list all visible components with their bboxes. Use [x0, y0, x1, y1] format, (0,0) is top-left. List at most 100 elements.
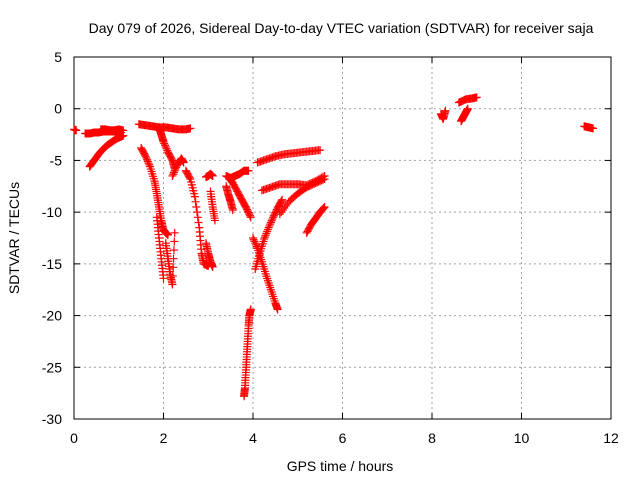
x-tick-label: 0 [70, 430, 78, 446]
data-point [194, 218, 203, 227]
data-point [249, 235, 258, 244]
data-point [463, 104, 472, 113]
data-point [250, 237, 259, 246]
data-point [162, 144, 171, 153]
data-point [264, 223, 273, 232]
data-track [152, 213, 168, 283]
data-track [134, 120, 195, 134]
data-point [246, 213, 255, 222]
data-point [193, 208, 202, 217]
data-point [168, 280, 177, 289]
y-tick-label: -5 [50, 152, 63, 168]
data-track [181, 166, 213, 270]
data-track [275, 175, 329, 219]
data-track [240, 305, 255, 401]
y-tick-label: -30 [42, 411, 62, 427]
data-point [262, 229, 271, 238]
data-marks [70, 93, 598, 401]
data-point [179, 158, 188, 167]
y-tick-label: -25 [42, 359, 62, 375]
data-point [170, 228, 179, 237]
data-point [319, 175, 328, 184]
data-point [163, 230, 172, 239]
data-track [249, 234, 282, 314]
data-point [169, 254, 178, 263]
data-point [168, 271, 177, 280]
data-point [159, 274, 168, 283]
x-tick-label: 8 [428, 430, 436, 446]
data-point [159, 137, 168, 146]
x-axis-label: GPS time / hours [287, 458, 394, 474]
data-track [206, 187, 219, 225]
data-point [170, 166, 179, 175]
data-point [249, 234, 257, 242]
data-point [472, 93, 481, 102]
data-point [145, 160, 154, 169]
data-point [273, 305, 282, 314]
x-tick-label: 10 [514, 430, 530, 446]
data-track [70, 125, 81, 135]
data-point [266, 220, 275, 229]
data-point [277, 197, 286, 206]
data-point [244, 166, 253, 175]
data-point [190, 192, 199, 201]
data-track [454, 93, 481, 107]
data-track [224, 172, 255, 222]
data-track [457, 104, 472, 126]
chart-title: Day 079 of 2026, Sidereal Day-to-day VTE… [89, 20, 594, 36]
data-point [143, 155, 152, 164]
data-point [119, 126, 128, 135]
data-point [266, 218, 275, 227]
data-point [193, 213, 202, 222]
data-point [169, 246, 178, 255]
data-point [246, 305, 255, 314]
data-point [168, 171, 177, 180]
data-point [210, 216, 219, 225]
x-tick-label: 2 [160, 430, 168, 446]
data-point [72, 126, 81, 135]
data-track [137, 144, 172, 239]
data-point [208, 171, 217, 180]
y-tick-label: 0 [54, 101, 62, 117]
data-point [260, 233, 269, 242]
data-track [168, 154, 188, 180]
x-tick-label: 12 [603, 430, 619, 446]
x-tick-label: 4 [249, 430, 257, 446]
data-point [171, 165, 180, 174]
data-track [85, 131, 128, 171]
data-point [169, 263, 178, 272]
data-point [192, 202, 201, 211]
y-tick-label: -10 [42, 204, 62, 220]
data-point [251, 239, 260, 248]
data-point [268, 215, 277, 224]
data-point [246, 211, 255, 220]
data-track [202, 169, 217, 181]
data-point [320, 202, 329, 211]
data-point [169, 170, 178, 179]
data-track [436, 106, 450, 124]
data-point [142, 154, 151, 163]
data-point [589, 124, 598, 133]
y-tick-label: -15 [42, 256, 62, 272]
data-track [251, 195, 287, 274]
data-point [186, 124, 195, 133]
data-track [580, 122, 598, 133]
data-point [319, 204, 328, 213]
data-point [267, 216, 276, 225]
data-track [222, 182, 237, 215]
data-track [202, 239, 217, 271]
data-point [141, 152, 150, 161]
data-point [185, 173, 194, 182]
y-tick-label: -20 [42, 308, 62, 324]
data-point [261, 231, 270, 240]
data-point [319, 203, 328, 212]
y-axis-label: SDTVAR / TECUs [6, 182, 22, 294]
x-tick-label: 6 [339, 430, 347, 446]
data-point [170, 237, 179, 246]
data-point [265, 221, 274, 230]
data-point [263, 227, 272, 236]
data-track [302, 202, 329, 237]
data-point [160, 139, 169, 148]
data-point [208, 262, 217, 271]
data-point [263, 225, 272, 234]
